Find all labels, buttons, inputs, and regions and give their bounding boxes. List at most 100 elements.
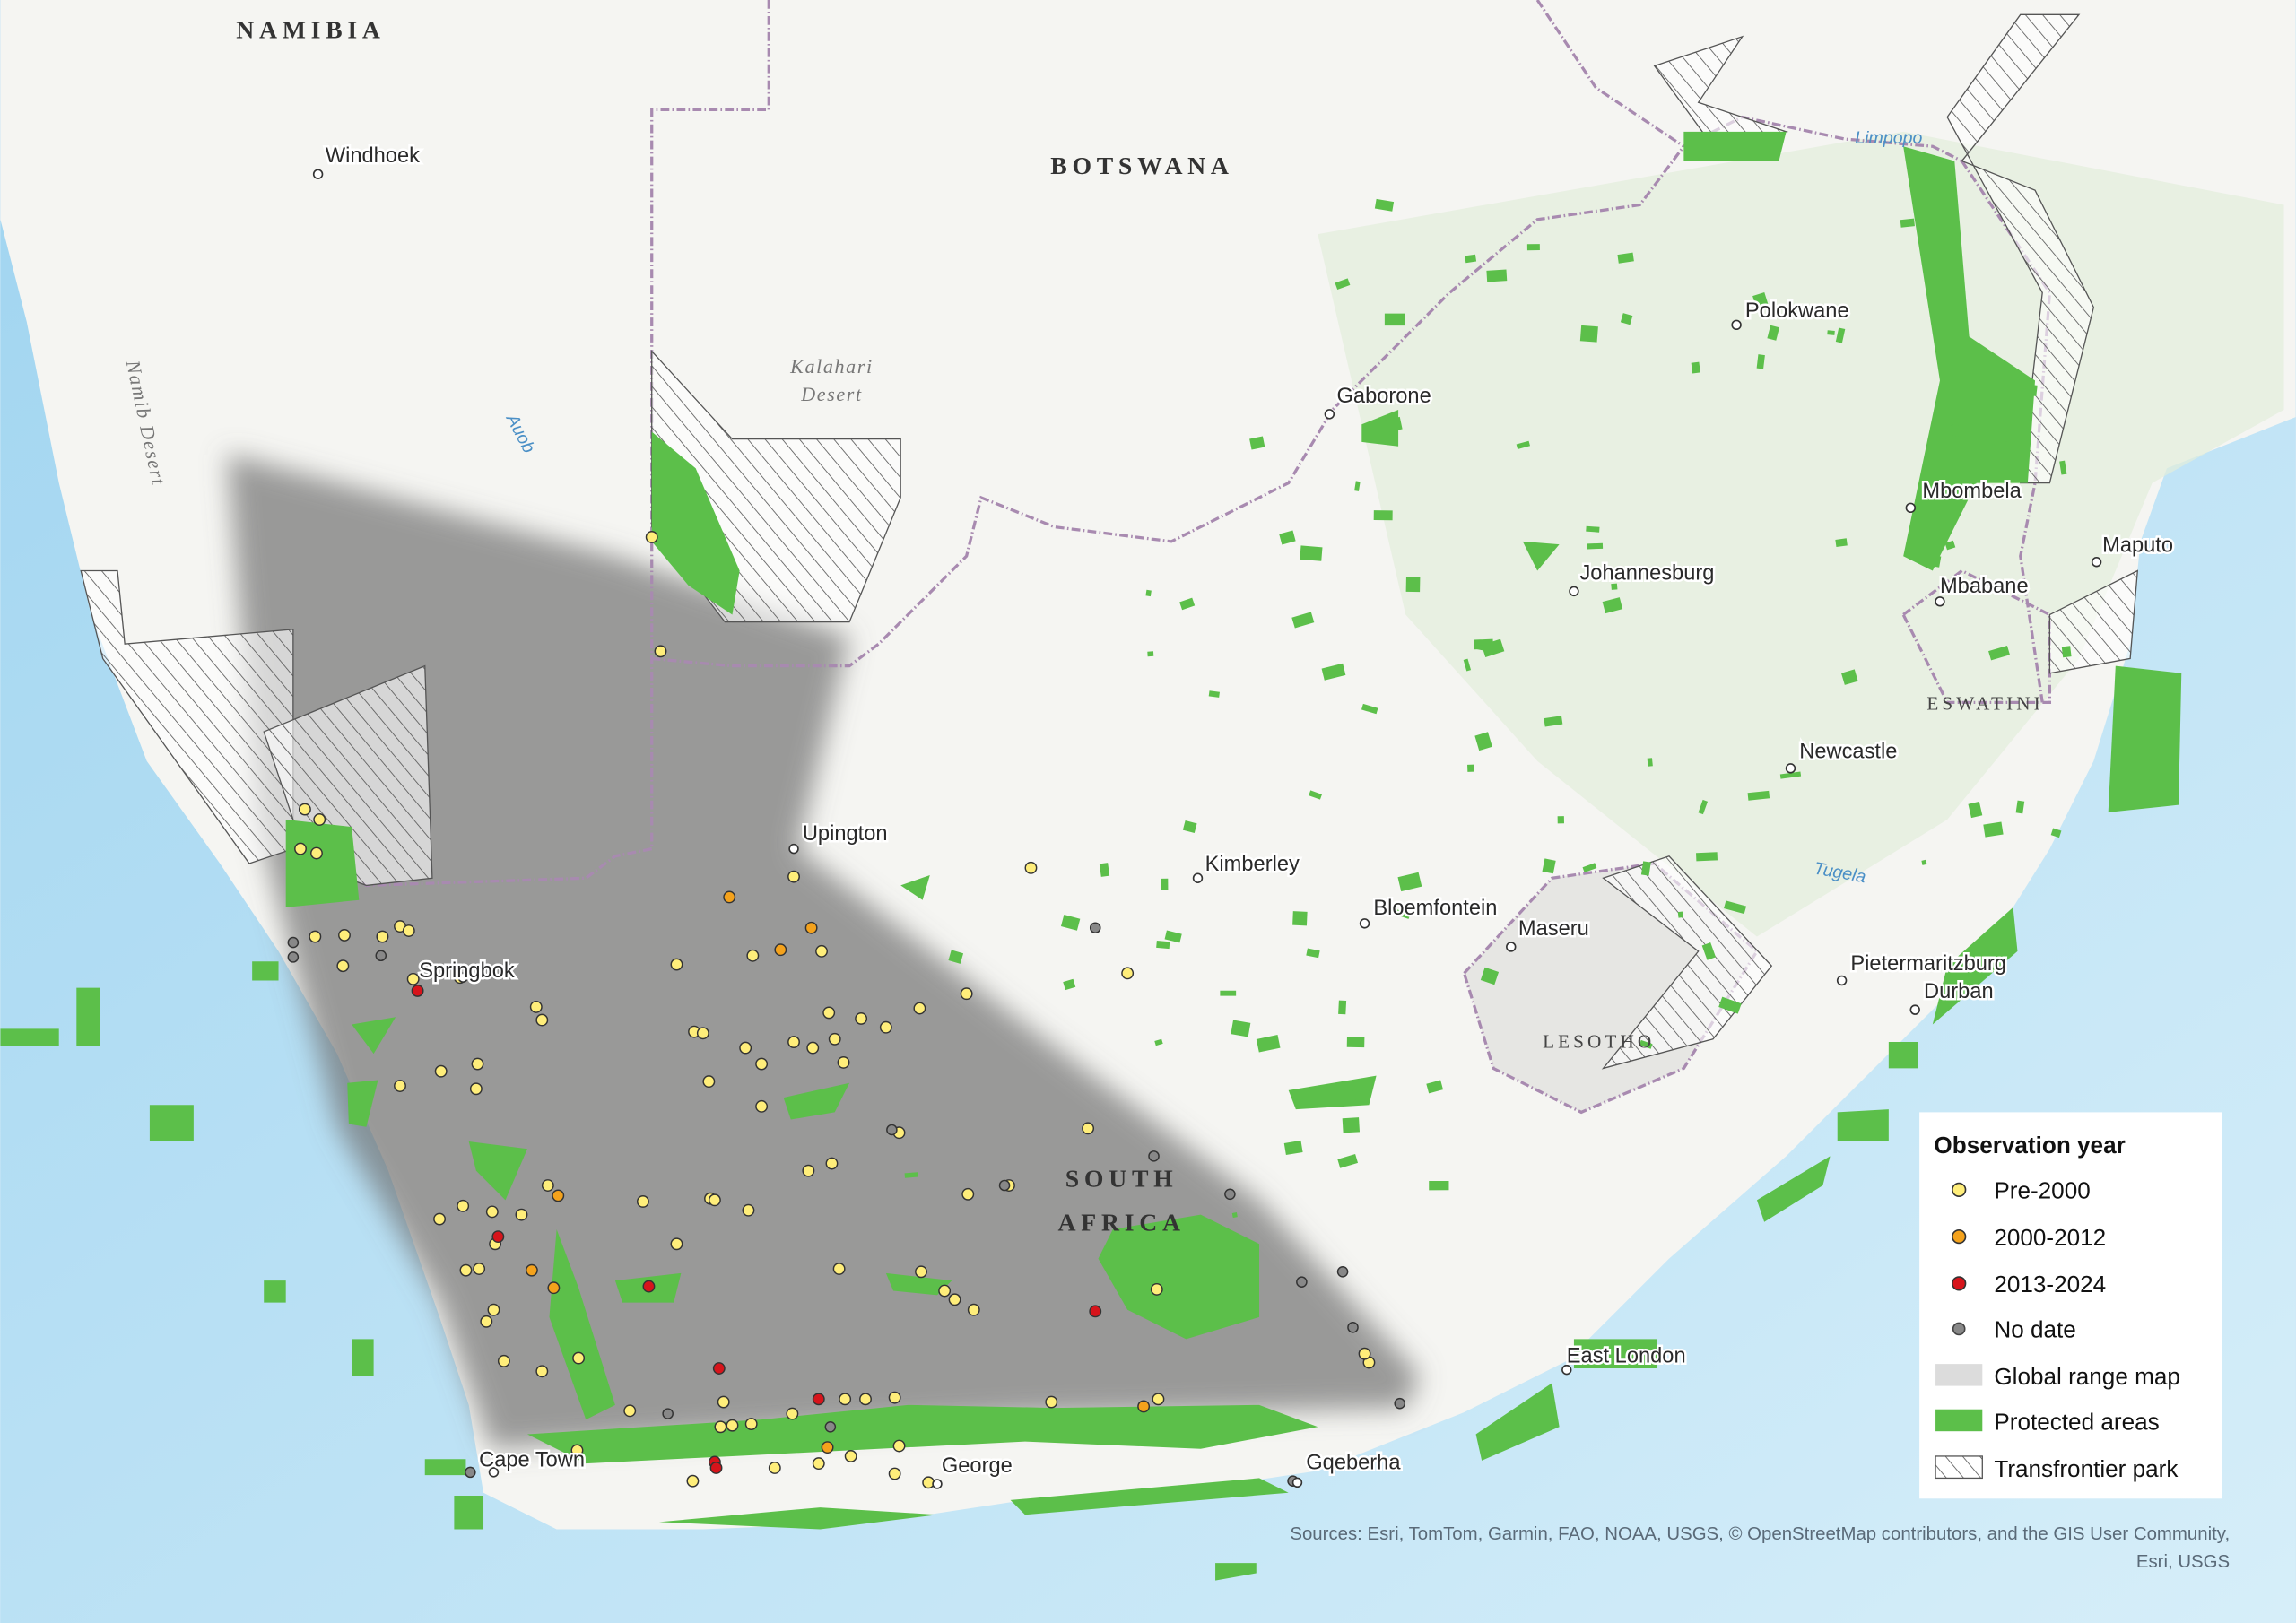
observation-point: [855, 1012, 868, 1025]
observation-point: [485, 1205, 499, 1219]
protected-area: [1990, 430, 2013, 445]
city-label: East London: [1567, 1344, 1686, 1367]
protected-area: [1935, 274, 1944, 282]
protected-area: [1779, 771, 1802, 779]
observation-point: [1148, 1150, 1160, 1162]
observation-point: [336, 959, 350, 973]
protected-area: [1573, 1339, 1657, 1369]
observation-point: [1024, 861, 1038, 874]
observation-point: [755, 1057, 769, 1071]
observation-point: [815, 944, 828, 958]
observation-point: [961, 1187, 975, 1201]
protected-area: [2061, 646, 2072, 658]
observation-point: [825, 1157, 839, 1170]
protected-area: [1337, 1154, 1359, 1168]
observation-point: [469, 1082, 483, 1096]
protected-area: [1474, 644, 1490, 652]
observation-point: [298, 803, 311, 816]
observation-point: [812, 1393, 825, 1406]
observation-point: [636, 1195, 649, 1208]
protected-area: [1481, 638, 1505, 658]
protected-area: [1557, 816, 1564, 824]
protected-area: [1923, 553, 1942, 568]
protected-area: [1683, 131, 1787, 161]
observation-point: [654, 645, 667, 658]
observation-point: [812, 1457, 825, 1471]
observation-point: [294, 842, 307, 855]
transfrontier-park: [2048, 569, 2139, 674]
protected-area: [2015, 800, 2025, 814]
city-marker: [1324, 409, 1335, 420]
protected-area: [149, 1105, 194, 1142]
observation-point: [686, 1474, 700, 1488]
protected-area: [1161, 878, 1169, 890]
protected-area: [1696, 852, 1718, 862]
city-marker: [1909, 1004, 1920, 1015]
observation-point: [746, 949, 760, 962]
protected-area: [1338, 1000, 1347, 1015]
observation-point: [1089, 1305, 1102, 1318]
protected-area: [1983, 821, 2004, 838]
protected-area: [1231, 1020, 1251, 1037]
observation-point: [1296, 1276, 1308, 1289]
observation-point: [787, 1036, 800, 1048]
protected-area: [1231, 1212, 1238, 1219]
city-label: Gqeberha: [1306, 1452, 1401, 1475]
city-label: Cape Town: [479, 1448, 585, 1471]
observation-point: [402, 924, 415, 937]
protected-area: [904, 1172, 918, 1178]
protected-area: [1827, 330, 1835, 335]
city-marker: [788, 843, 799, 855]
protected-area: [1407, 576, 1417, 586]
city-marker: [1935, 596, 1945, 607]
protected-area: [1256, 1035, 1281, 1053]
protected-area: [1544, 716, 1563, 727]
city-label: Windhoek: [326, 144, 420, 168]
protected-area: [651, 431, 740, 615]
observation-point: [998, 1179, 1011, 1192]
protected-area: [1691, 361, 1700, 374]
protected-area: [1586, 525, 1600, 533]
protected-area: [1522, 541, 1560, 571]
attribution: Sources: Esri, TomTom, Garmin, FAO, NOAA…: [1290, 1524, 2230, 1544]
observation-point: [768, 1462, 781, 1474]
city-marker: [1836, 975, 1848, 986]
protected-area: [1010, 1478, 1289, 1515]
protected-area: [1300, 545, 1323, 561]
observation-point: [1150, 1282, 1163, 1296]
protected-area: [1397, 872, 1422, 892]
cities: Windhoek Gaborone Polokwane Mbombela Maputo J…: [312, 143, 2175, 1489]
observation-point: [832, 1263, 846, 1275]
protected-area: [1747, 790, 1770, 801]
protected-area: [1835, 538, 1848, 548]
protected-area: [1602, 597, 1623, 614]
protected-area: [1145, 589, 1152, 597]
observation-point: [670, 958, 683, 971]
city-label: Mbombela: [1922, 480, 2022, 503]
protected-area: [1098, 1214, 1260, 1340]
legend-label: 2013-2024: [1994, 1271, 2106, 1298]
observation-point: [787, 870, 800, 883]
protected-area: [783, 1082, 850, 1120]
legend-symbol: [1935, 1455, 1983, 1480]
observation-point: [1082, 1122, 1095, 1135]
protected-area: [468, 1141, 527, 1201]
city-label: Bloemfontein: [1373, 897, 1497, 920]
border: [335, 0, 770, 888]
protected-area: [658, 1507, 937, 1530]
legend-label: 2000-2012: [1994, 1224, 2106, 1251]
legend-label: Pre-2000: [1994, 1177, 2090, 1204]
legend-symbol: [1952, 1322, 1966, 1336]
protected-area: [1292, 612, 1315, 629]
protected-area: [1350, 1086, 1371, 1104]
observation-point: [552, 1189, 565, 1202]
observation-point: [487, 1303, 500, 1316]
protected-area: [1841, 669, 1858, 685]
observation-point: [837, 1055, 850, 1069]
legend-symbol: [1952, 1228, 1967, 1245]
observation-point: [824, 1421, 837, 1433]
protected-area: [1373, 510, 1393, 521]
legend-label: Global range map: [1994, 1363, 2180, 1390]
observation-point: [786, 1407, 799, 1420]
